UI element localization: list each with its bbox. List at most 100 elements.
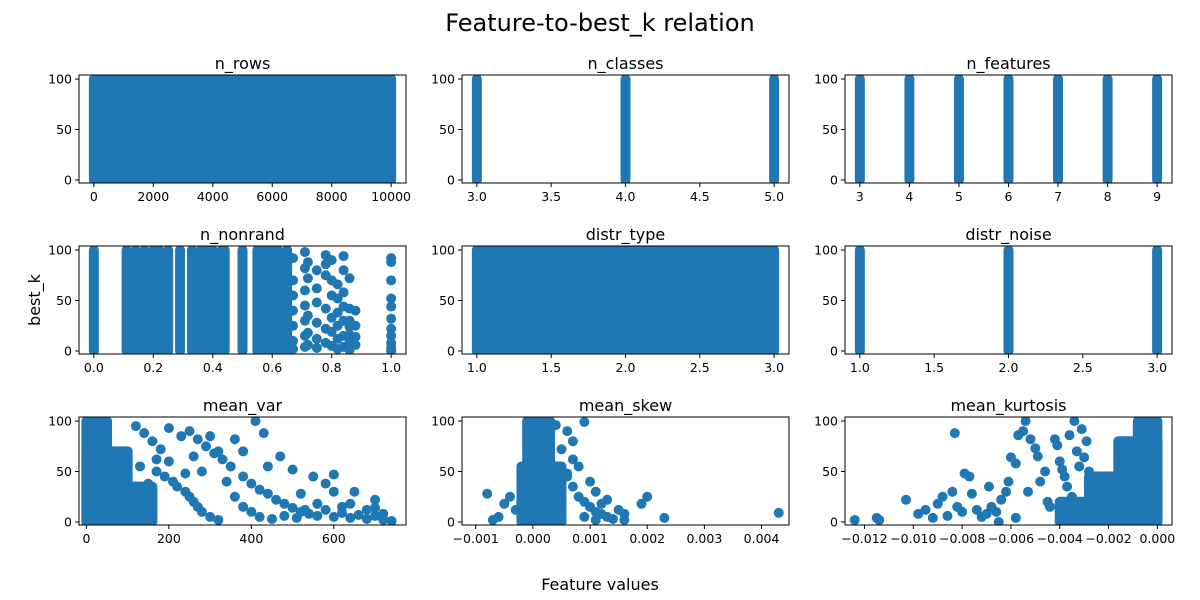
data-point <box>361 504 372 515</box>
figure-title: Feature-to-best_k relation <box>445 9 754 37</box>
data-point <box>262 488 273 499</box>
data-point <box>1003 476 1014 487</box>
data-point <box>139 428 150 439</box>
point-column <box>130 246 141 354</box>
x-tick-label: 0.0 <box>84 360 104 375</box>
x-tick-label: 2.0 <box>616 360 636 375</box>
point-column <box>237 246 248 354</box>
data-point <box>254 484 265 495</box>
point-column <box>1003 75 1014 183</box>
data-point <box>849 514 860 525</box>
data-point <box>1054 456 1065 467</box>
data-point <box>287 464 298 475</box>
data-point <box>1076 424 1087 435</box>
data-point <box>386 275 397 286</box>
x-tick-label: 400 <box>239 531 263 546</box>
subplot-mean-skew: mean_skew −0.001 0.000 0.001 0.002 0.003 0.004… <box>431 396 790 546</box>
data-point <box>1001 486 1012 497</box>
x-tick-label: 0.4 <box>203 360 223 375</box>
data-point <box>1079 452 1090 463</box>
data-point <box>545 417 556 428</box>
x-tick-label: 5 <box>955 189 963 204</box>
data-point <box>590 514 601 525</box>
y-tick-label: 0 <box>64 343 72 358</box>
data-point <box>386 330 397 341</box>
data-point <box>345 498 356 509</box>
x-tick-label: 0.6 <box>262 360 282 375</box>
x-tick-label: −0.004 <box>1037 531 1083 546</box>
dense-point-cluster <box>471 246 780 354</box>
x-tick-label: 2.5 <box>690 360 710 375</box>
data-point <box>573 461 584 472</box>
x-tick-label: 0.000 <box>1139 531 1175 546</box>
subplot-mean-var: mean_var 0 200 400 600 0 50 100 <box>48 396 407 546</box>
point-column <box>953 75 964 183</box>
y-tick-label: 50 <box>822 293 838 308</box>
data-point <box>370 510 381 521</box>
data-point <box>311 297 322 308</box>
point-column <box>854 75 865 183</box>
data-point <box>567 454 578 465</box>
y-tick-label: 50 <box>56 464 72 479</box>
data-point <box>176 431 187 442</box>
data-point <box>1064 430 1075 441</box>
data-point <box>288 320 299 331</box>
subplot-mean-kurtosis: mean_kurtosis−0.012 −0.010 −0.008 −0.006 −0.… <box>814 396 1175 546</box>
y-tick-label: 100 <box>814 414 838 429</box>
data-point <box>386 515 397 525</box>
x-tick-label: 2.0 <box>999 360 1019 375</box>
data-point <box>299 247 310 258</box>
dense-point-cluster <box>516 461 567 525</box>
data-point <box>659 512 670 523</box>
data-point <box>288 343 299 354</box>
x-tick-label: 6 <box>1005 189 1013 204</box>
data-point <box>350 305 361 316</box>
x-tick-label: 3.5 <box>541 189 561 204</box>
x-tick-label: 0.004 <box>744 531 780 546</box>
subplot-title: distr_type <box>586 225 666 245</box>
data-point <box>159 471 170 482</box>
data-point <box>585 476 596 487</box>
data-point <box>271 494 282 505</box>
data-point <box>773 507 784 518</box>
data-point <box>254 511 265 522</box>
data-point <box>516 466 527 477</box>
data-point <box>312 498 323 509</box>
data-point <box>312 510 323 521</box>
data-point <box>386 301 397 312</box>
data-point <box>97 75 108 86</box>
data-point <box>981 508 992 519</box>
data-point <box>302 257 313 268</box>
data-point <box>326 255 337 266</box>
dense-point-cluster <box>81 481 158 525</box>
data-point <box>350 331 361 342</box>
data-point <box>642 491 653 502</box>
axes-frame <box>78 74 407 184</box>
x-tick-label: 1.5 <box>924 360 944 375</box>
scatter-points <box>471 246 780 354</box>
x-tick-label: −0.006 <box>988 531 1034 546</box>
data-point <box>151 466 162 477</box>
data-point <box>602 494 613 505</box>
data-point <box>96 144 107 155</box>
data-point <box>1010 512 1021 523</box>
data-point <box>338 251 349 262</box>
data-point <box>172 481 183 492</box>
y-tick-label: 100 <box>431 243 455 258</box>
data-point <box>971 504 982 515</box>
data-point <box>192 434 203 445</box>
x-tick-label: 4.0 <box>616 189 636 204</box>
point-column <box>219 246 230 354</box>
y-tick-label: 50 <box>56 122 72 137</box>
axes-frame <box>461 416 790 526</box>
data-point <box>1020 417 1031 427</box>
dense-point-cluster <box>88 75 397 183</box>
data-point <box>386 313 397 324</box>
data-point <box>188 451 199 462</box>
data-point <box>288 290 299 301</box>
x-tick-label: 0 <box>82 531 90 546</box>
y-tick-label: 0 <box>64 514 72 529</box>
data-point <box>320 504 331 515</box>
